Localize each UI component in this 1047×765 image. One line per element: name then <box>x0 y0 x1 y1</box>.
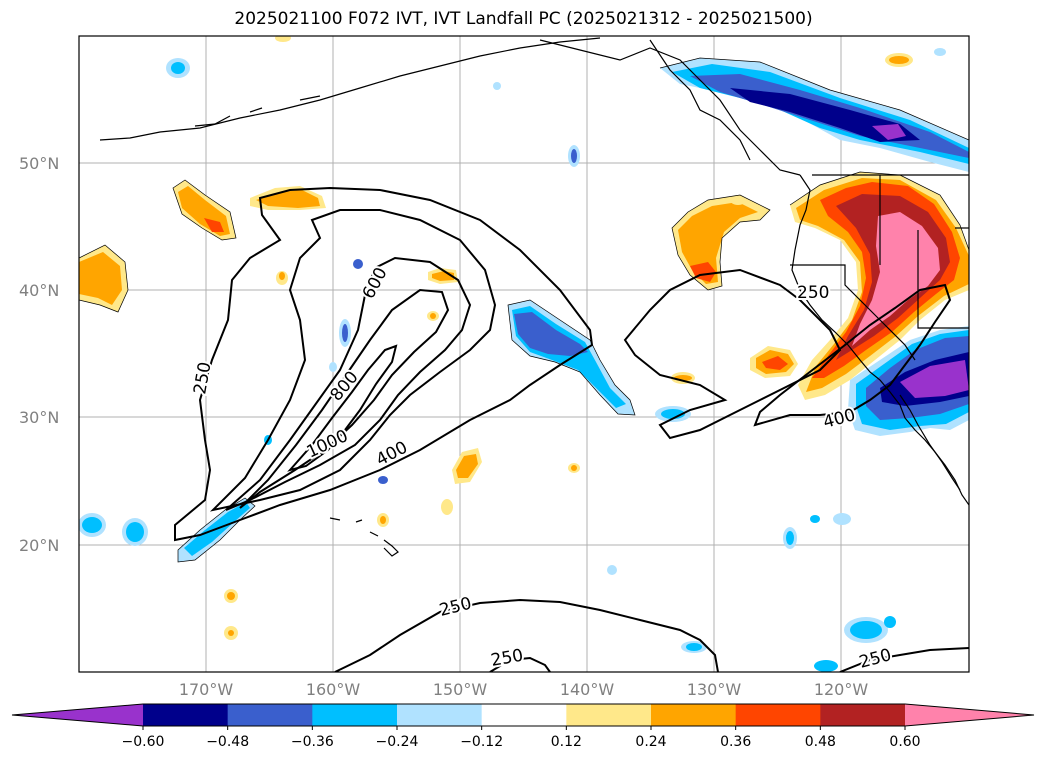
lon-label-140w: 140°W <box>560 680 615 699</box>
lat-label-30n: 30°N <box>19 408 59 427</box>
colorbar-extend-high <box>905 704 1034 726</box>
map-plot-area: 250 600 800 1000 400 250 400 250 250 250 <box>79 36 969 672</box>
colorbar-segment <box>227 704 313 726</box>
lat-label-40n: 40°N <box>19 281 59 300</box>
negative-pc-areas <box>79 48 969 672</box>
colorbar-segment <box>651 704 737 726</box>
lon-label-130w: 130°W <box>687 680 742 699</box>
map-frame <box>78 35 970 673</box>
colorbar-tick-label: 0.36 <box>720 734 751 750</box>
latitude-labels: 50°N 40°N 30°N 20°N <box>19 154 59 555</box>
colorbar-tick-label: −0.48 <box>206 734 249 750</box>
map-title: 2025021100 F072 IVT, IVT Landfall PC (20… <box>234 9 813 29</box>
colorbar: −0.60 −0.48 −0.36 −0.24 −0.12 0.12 0.24 0.36 0.4… <box>11 703 1035 750</box>
colorbar-segment <box>481 704 567 726</box>
lon-label-160w: 160°W <box>306 680 361 699</box>
colorbar-tick-label: 0.48 <box>805 734 836 750</box>
pc-outlines <box>79 57 969 563</box>
contour-label-250-east: 250 <box>797 283 829 303</box>
colorbar-tick-label: 0.12 <box>551 734 582 750</box>
colorbar-segment <box>820 704 906 726</box>
lat-label-50n: 50°N <box>19 154 59 173</box>
positive-pc-areas <box>79 36 969 640</box>
colorbar-tick-label: −0.60 <box>122 734 165 750</box>
colorbar-tick-label: −0.12 <box>460 734 503 750</box>
colorbar-segment <box>566 704 652 726</box>
colorbar-segment <box>312 704 398 726</box>
colorbar-segment <box>143 704 229 726</box>
lon-label-150w: 150°W <box>433 680 488 699</box>
colorbar-segment <box>397 704 483 726</box>
colorbar-extend-low <box>12 704 143 726</box>
colorbar-segment <box>735 704 821 726</box>
colorbar-tick-label: −0.24 <box>376 734 419 750</box>
ivt-contours <box>174 186 969 672</box>
colorbar-tick-label: 0.60 <box>889 734 920 750</box>
longitude-labels: 170°W 160°W 150°W 140°W 130°W 120°W <box>179 680 869 699</box>
lat-label-20n: 20°N <box>19 536 59 555</box>
lon-label-120w: 120°W <box>814 680 869 699</box>
colorbar-tick-label: −0.36 <box>291 734 334 750</box>
lon-label-170w: 170°W <box>179 680 234 699</box>
coastlines <box>99 37 969 557</box>
colorbar-tick-label: 0.24 <box>635 734 666 750</box>
